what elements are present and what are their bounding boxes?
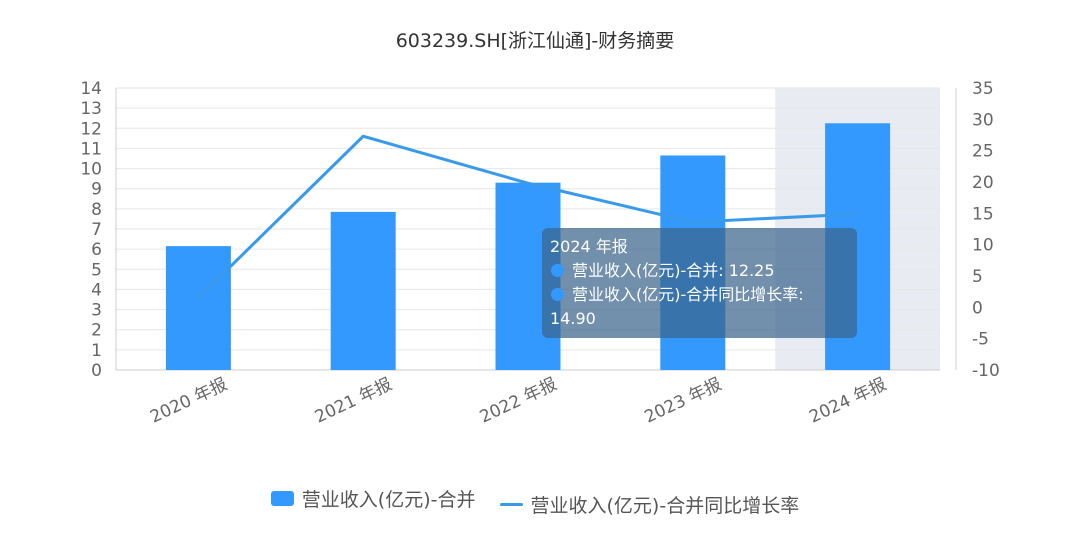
left-tick-label: 7 bbox=[91, 220, 102, 240]
right-tick-label: 5 bbox=[972, 267, 983, 287]
right-tick-label: 10 bbox=[972, 236, 994, 256]
left-tick-label: 12 bbox=[80, 119, 102, 139]
x-tick-label: 2022 年报 bbox=[477, 374, 560, 427]
left-tick-label: 13 bbox=[80, 99, 102, 119]
tooltip: 2024 年报 营业收入(亿元)-合并: 12.25 营业收入(亿元)-合并同比… bbox=[542, 228, 857, 338]
left-tick-label: 4 bbox=[91, 280, 102, 300]
legend-bar-swatch bbox=[270, 491, 294, 506]
x-tick-label: 2023 年报 bbox=[642, 374, 725, 427]
tooltip-row-growth-text: 营业收入(亿元)-合并同比增长率: bbox=[572, 285, 804, 304]
left-tick-label: 3 bbox=[91, 301, 102, 321]
left-tick-label: 8 bbox=[91, 200, 102, 220]
legend: 营业收入(亿元)-合并 营业收入(亿元)-合并同比增长率 bbox=[0, 485, 1070, 518]
line-series[interactable] bbox=[197, 134, 858, 300]
left-tick-label: 5 bbox=[91, 260, 102, 280]
right-axis-ticks: -10 -5 0 5 10 15 20 25 30 35 bbox=[972, 79, 1000, 381]
tooltip-row-growth-value: 14.90 bbox=[550, 309, 596, 328]
left-tick-label: 2 bbox=[91, 321, 102, 341]
legend-line-swatch bbox=[499, 503, 523, 506]
right-tick-label: -5 bbox=[972, 330, 989, 350]
legend-label-growth: 营业收入(亿元)-合并同比增长率 bbox=[530, 495, 800, 517]
tooltip-row-revenue: 营业收入(亿元)-合并: 12.25 bbox=[550, 259, 849, 283]
chart-title: 603239.SH[浙江仙通]-财务摘要 bbox=[395, 30, 675, 52]
left-tick-label: 0 bbox=[91, 361, 102, 381]
tooltip-row-revenue-text: 营业收入(亿元)-合并: 12.25 bbox=[572, 261, 775, 280]
right-tick-label: -10 bbox=[972, 361, 1000, 381]
right-tick-label: 30 bbox=[972, 110, 994, 130]
axes bbox=[115, 88, 957, 370]
x-tick-label: 2024 年报 bbox=[806, 374, 889, 427]
right-tick-label: 20 bbox=[972, 173, 994, 193]
x-tick-label: 2021 年报 bbox=[312, 374, 395, 427]
tooltip-bar-marker bbox=[551, 264, 564, 277]
legend-item-revenue[interactable]: 营业收入(亿元)-合并 bbox=[270, 485, 476, 512]
tooltip-line-marker bbox=[551, 288, 564, 301]
legend-label-revenue: 营业收入(亿元)-合并 bbox=[301, 489, 476, 511]
x-axis-ticks: 2020 年报 2021 年报 2022 年报 2023 年报 2024 年报 bbox=[147, 374, 890, 427]
right-tick-label: 0 bbox=[972, 298, 983, 318]
bar-1[interactable] bbox=[330, 211, 396, 370]
left-tick-label: 14 bbox=[80, 79, 102, 99]
left-tick-label: 9 bbox=[91, 180, 102, 200]
right-tick-label: 25 bbox=[972, 142, 994, 162]
tooltip-row-growth: 营业收入(亿元)-合并同比增长率: bbox=[550, 283, 849, 307]
legend-item-growth[interactable]: 营业收入(亿元)-合并同比增长率 bbox=[499, 491, 800, 518]
tooltip-title: 2024 年报 bbox=[550, 237, 628, 256]
left-tick-label: 1 bbox=[91, 341, 102, 361]
right-tick-label: 15 bbox=[972, 204, 994, 224]
left-tick-label: 11 bbox=[80, 139, 102, 159]
left-tick-label: 6 bbox=[91, 240, 102, 260]
growth-line[interactable] bbox=[197, 134, 858, 300]
right-tick-label: 35 bbox=[972, 79, 994, 99]
bar-0[interactable] bbox=[165, 246, 231, 370]
left-tick-label: 10 bbox=[80, 160, 102, 180]
x-tick-label: 2020 年报 bbox=[147, 374, 230, 427]
